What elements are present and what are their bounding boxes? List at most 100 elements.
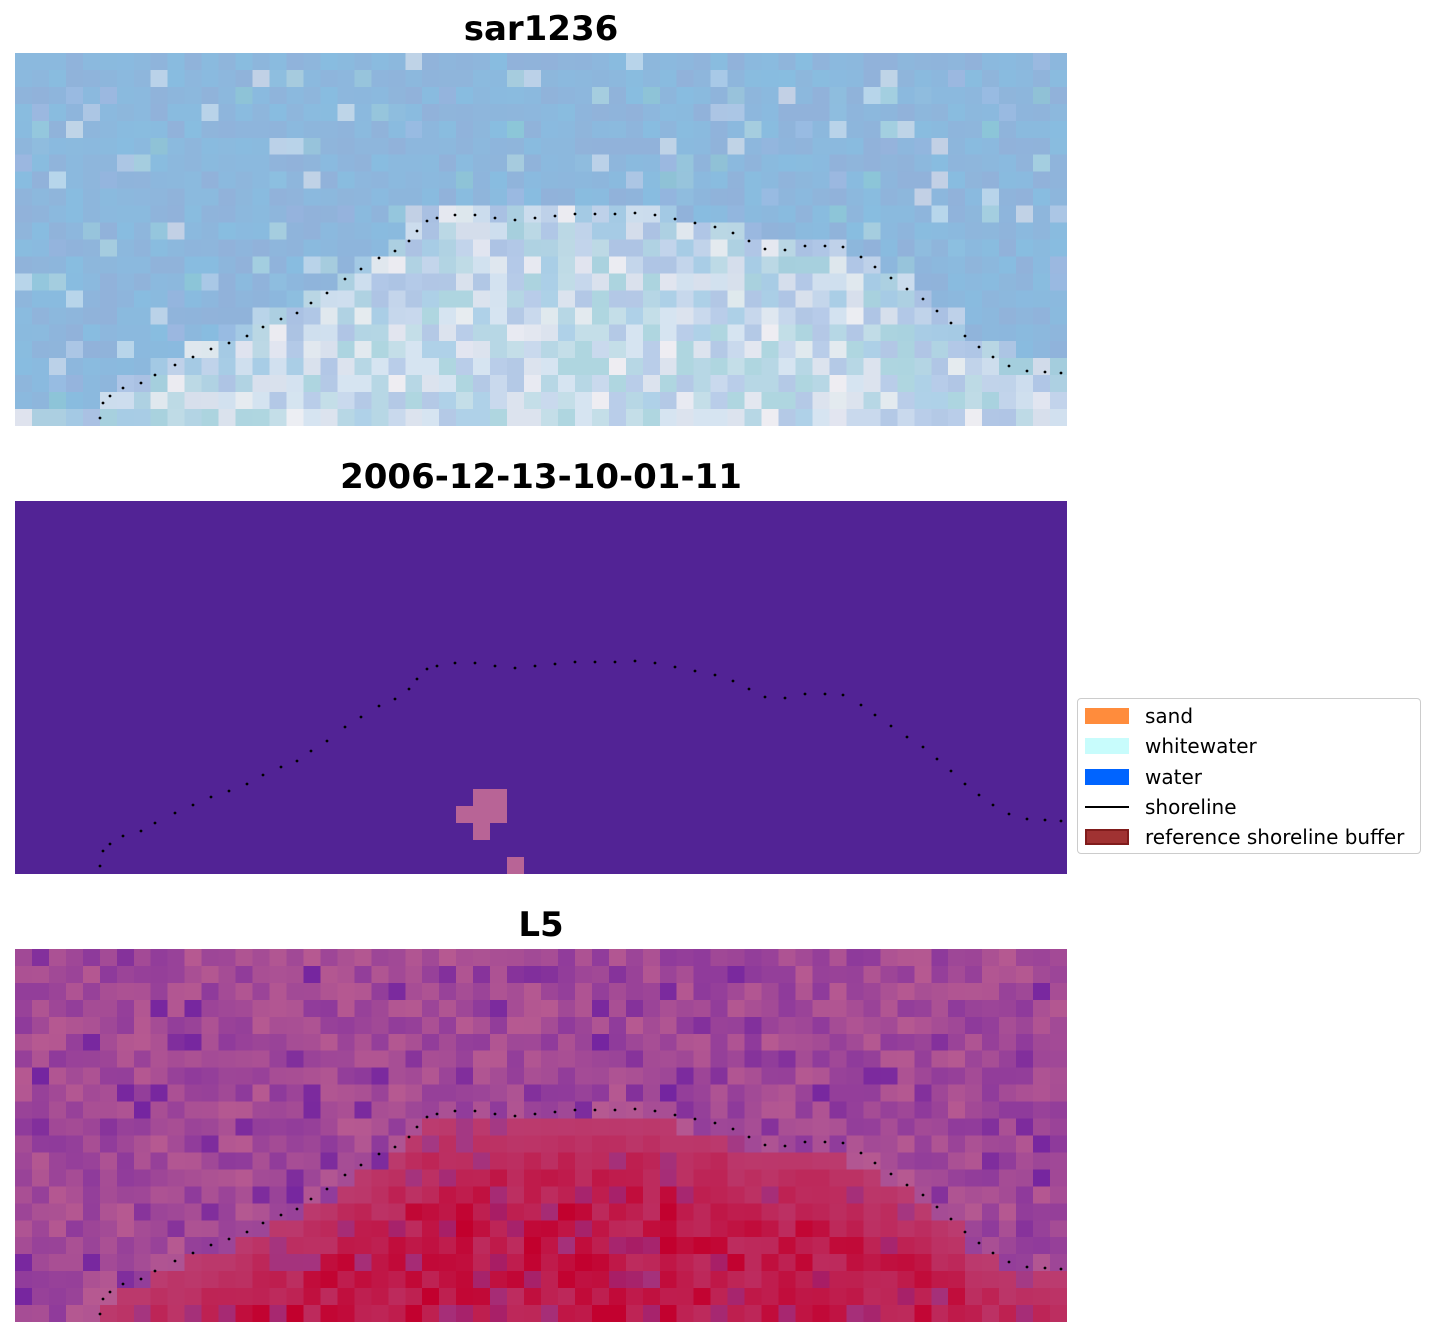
shoreline-point [949,1217,953,1221]
shoreline-point [98,416,102,420]
shoreline-point [393,697,397,701]
shoreline-point [889,1172,893,1176]
shoreline-point [279,317,283,321]
shoreline-point [949,769,953,773]
shoreline-point [435,664,439,668]
shoreline-point [977,1241,981,1245]
shoreline-point [653,661,657,665]
shoreline-point [377,256,381,260]
shoreline-point [309,1197,313,1201]
shoreline-point [593,212,597,216]
shoreline-line-sample [1085,806,1129,808]
shoreline-point [633,1107,637,1111]
legend-label: whitewater [1145,734,1257,758]
shoreline-point [453,1109,457,1113]
shoreline-point [453,213,457,217]
legend-label: sand [1145,704,1194,728]
shoreline-point [713,1121,717,1125]
shoreline-point [823,1140,827,1144]
shoreline-point [343,1173,347,1177]
legend-label: water [1145,765,1202,789]
panel-title-index: L5 [518,905,564,945]
shoreline-point [991,803,995,807]
shoreline-overlay [98,659,1063,868]
shoreline-point [407,687,411,691]
shoreline-point [493,1112,497,1116]
shoreline-point [343,277,347,281]
shoreline-point [279,765,283,769]
shoreline-point [783,248,787,252]
shoreline-point [991,355,995,359]
shoreline-point [1007,1260,1011,1264]
shoreline-point [731,679,735,683]
shoreline-point [425,1115,429,1119]
shoreline-point [121,1282,125,1286]
shoreline-point [763,695,767,699]
shoreline-point [393,249,397,253]
legend-item-whitewater: whitewater [1085,735,1419,757]
classification-image-panel [15,501,1067,874]
shoreline-point [905,1183,909,1187]
panel-title-classification: 2006-12-13-10-01-11 [340,457,742,497]
shoreline-point [935,1205,939,1209]
shoreline-point [101,401,105,405]
shoreline-point [963,782,967,786]
shoreline-point [473,1109,477,1113]
shoreline-point [693,221,697,225]
shoreline-point [1043,1266,1047,1270]
shoreline-point [209,347,213,351]
shoreline-point [415,1125,419,1129]
shoreline-point [1043,370,1047,374]
shoreline-point [653,213,657,217]
panel-title-rgb: sar1236 [463,9,619,49]
shoreline-point [859,703,863,707]
shoreline-point [963,1230,967,1234]
shoreline-point [905,287,909,291]
shoreline-point [553,662,557,666]
shoreline-point [977,793,981,797]
shoreline-point [309,749,313,753]
legend-label: shoreline [1145,795,1237,819]
shoreline-point [493,664,497,668]
shoreline-point [873,713,877,717]
shoreline-point [108,1290,112,1294]
shoreline-point [309,301,313,305]
shoreline-point [949,321,953,325]
legend-label: reference shoreline buffer [1145,825,1405,849]
shoreline-point [573,212,577,216]
shoreline-point [1025,1265,1029,1269]
shoreline-point [435,216,439,220]
shoreline-point [803,692,807,696]
shoreline-point [101,1297,105,1301]
shoreline-point [407,239,411,243]
shoreline-point [763,247,767,251]
index-image-panel [15,949,1067,1322]
shoreline-point [295,311,299,315]
shoreline-point [977,345,981,349]
shoreline-point [673,1113,677,1117]
shoreline-point [553,1110,557,1114]
shoreline-point [823,244,827,248]
shoreline-point [873,1161,877,1165]
shoreline-point [803,244,807,248]
shoreline-point [325,1187,329,1191]
shoreline-point [227,341,231,345]
shoreline-point [153,373,157,377]
shoreline-point [295,1207,299,1211]
shoreline-point [783,696,787,700]
shoreline-point [613,660,617,664]
shoreline-point [98,1312,102,1316]
shoreline-point [359,1163,363,1167]
shoreline-point [245,1230,249,1234]
shoreline-point [261,1221,265,1225]
shoreline-point [823,692,827,696]
shoreline-point [841,245,845,249]
shoreline-point [673,217,677,221]
shoreline-point [139,381,143,385]
shoreline-point [613,212,617,216]
shoreline-point [101,849,105,853]
shoreline-point [513,218,517,222]
shoreline-overlay [98,1107,1063,1316]
shoreline-point [1059,819,1063,823]
shoreline-point [693,669,697,673]
